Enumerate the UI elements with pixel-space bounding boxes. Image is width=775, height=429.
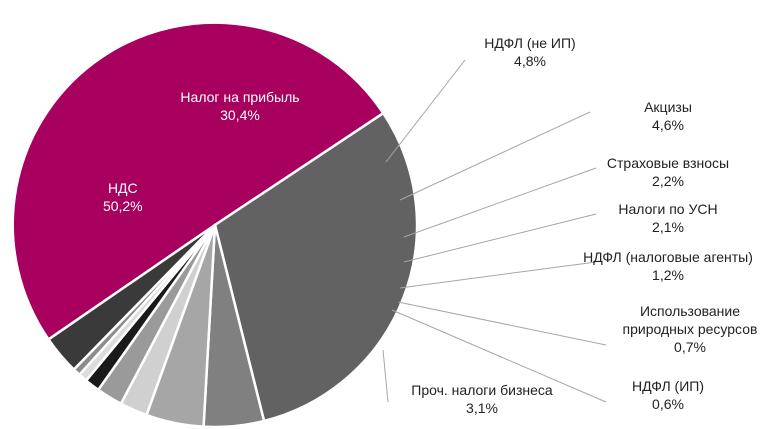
slice-label-4: Страховые взносы <box>607 155 729 171</box>
pie-slice-0 <box>11 21 385 341</box>
pie-slices <box>11 21 419 429</box>
slice-labels: НДС 50,2% Налог на прибыль 30,4% НДФЛ (не ИП… <box>103 35 758 416</box>
slice-value-1: 30,4% <box>220 107 260 123</box>
slice-label-8: НДФЛ (ИП) <box>632 378 704 394</box>
slice-value-4: 2,2% <box>652 173 684 189</box>
leader-line-3 <box>399 111 591 201</box>
pie-slice-9 <box>47 223 217 371</box>
leader-line-8 <box>391 309 607 403</box>
slice-label-7: природных ресурсов <box>623 321 758 337</box>
slice-value-7: 0,7% <box>674 339 706 355</box>
slice-label-3: Акцизы <box>644 99 692 115</box>
slice-value-2: 4,8% <box>514 53 546 69</box>
slice-label-1: Налог на прибыль <box>180 89 299 105</box>
leader-line-4 <box>403 167 597 238</box>
slice-value-5: 2,1% <box>652 219 684 235</box>
leader-line-5 <box>403 213 597 263</box>
slice-value-6: 1,2% <box>652 267 684 283</box>
leader-line-9 <box>382 349 389 403</box>
slice-label-5: Налоги по УСН <box>618 201 717 217</box>
slice-label-9: Проч. налоги бизнеса <box>411 382 553 398</box>
slice-label-0: НДС <box>108 180 138 196</box>
slice-value-3: 4,6% <box>652 117 684 133</box>
leader-line-6 <box>399 261 597 289</box>
slice-value-8: 0,6% <box>652 396 684 412</box>
slice-label-7: Использование <box>640 303 740 319</box>
slice-value-9: 3,1% <box>466 400 498 416</box>
slice-value-0: 50,2% <box>103 198 143 214</box>
leader-line-2 <box>385 59 466 163</box>
slice-label-6: НДФЛ (налоговые агенты) <box>583 249 753 265</box>
leader-lines <box>382 59 607 403</box>
slice-label-2: НДФЛ (не ИП) <box>484 35 575 51</box>
pie-slice-1 <box>213 111 419 423</box>
leader-line-7 <box>397 301 607 346</box>
